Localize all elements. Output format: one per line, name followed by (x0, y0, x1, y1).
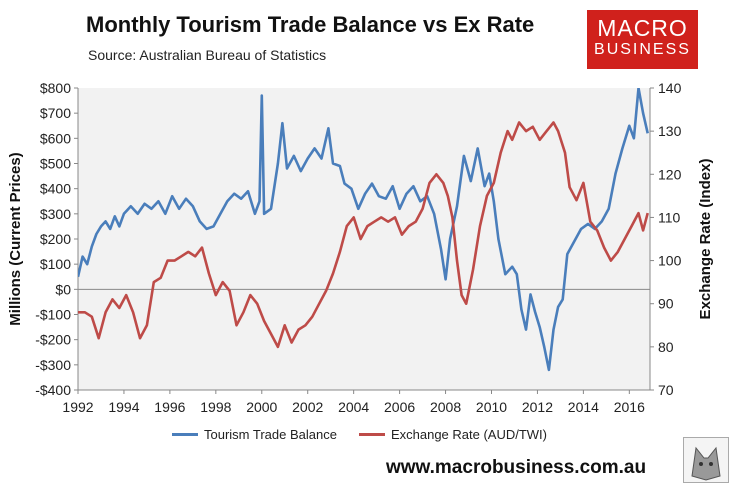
right-tick-label: 140 (658, 80, 682, 96)
x-tick-label: 2016 (614, 399, 645, 415)
x-tick-label: 2004 (338, 399, 369, 415)
x-tick-label: 1996 (154, 399, 185, 415)
wolf-logo-icon (683, 437, 729, 483)
left-tick-label: $700 (40, 105, 71, 121)
source-line: Source: Australian Bureau of Statistics (88, 47, 326, 63)
left-tick-label: $100 (40, 256, 71, 272)
x-tick-label: 2000 (246, 399, 277, 415)
x-tick-label: 2006 (384, 399, 415, 415)
right-tick-label: 80 (658, 339, 674, 355)
left-tick-label: -$100 (35, 307, 71, 323)
left-tick-label: $500 (40, 156, 71, 172)
x-tick-label: 2008 (430, 399, 461, 415)
left-tick-label: $300 (40, 206, 71, 222)
series-exchange-rate (78, 121, 649, 349)
legend-item-exchange: Exchange Rate (AUD/TWI) (358, 427, 547, 442)
plot-area (78, 88, 650, 390)
legend: Tourism Trade Balance Exchange Rate (AUD… (172, 427, 569, 442)
left-tick-label: $0 (55, 281, 71, 297)
right-tick-label: 110 (658, 209, 681, 225)
series-tourism-trade-balance (78, 88, 649, 372)
left-tick-label: -$200 (35, 332, 71, 348)
x-tick-label: 2014 (568, 399, 599, 415)
source-text: Australian Bureau of Statistics (139, 47, 327, 63)
x-tick-label: 1992 (62, 399, 93, 415)
legend-label-exchange: Exchange Rate (AUD/TWI) (390, 427, 547, 442)
x-tick-label: 1998 (200, 399, 231, 415)
right-tick-label: 90 (658, 296, 674, 312)
left-tick-label: $600 (40, 130, 71, 146)
left-tick-label: -$300 (35, 357, 71, 373)
source-label: Source: (88, 47, 137, 63)
x-tick-label: 2002 (292, 399, 323, 415)
right-tick-label: 100 (658, 253, 682, 269)
legend-item-tourism: Tourism Trade Balance (172, 427, 337, 442)
right-tick-label: 130 (658, 123, 682, 139)
legend-swatch-exchange (358, 433, 385, 436)
chart-title: Monthly Tourism Trade Balance vs Ex Rate (86, 12, 535, 37)
logo-line1: MACRO (597, 15, 688, 41)
left-tick-label: -$400 (35, 382, 71, 398)
left-tick-label: $800 (40, 80, 71, 96)
y-axis-right-label: Exchange Rate (Index) (697, 159, 714, 320)
legend-swatch-tourism (172, 433, 198, 436)
y-axis-left-label: Millions (Current Prices) (7, 152, 24, 325)
x-tick-label: 1994 (108, 399, 139, 415)
legend-label-tourism: Tourism Trade Balance (204, 427, 337, 442)
x-tick-label: 2010 (476, 399, 507, 415)
x-tick-label: 2012 (522, 399, 553, 415)
right-tick-label: 120 (658, 166, 682, 182)
macrobusiness-logo: MACRO BUSINESS (587, 10, 698, 69)
left-tick-label: $200 (40, 231, 71, 247)
right-tick-label: 70 (658, 382, 674, 398)
website-url: www.macrobusiness.com.au (386, 457, 647, 478)
logo-line2: BUSINESS (594, 41, 691, 58)
left-tick-label: $400 (40, 181, 71, 197)
